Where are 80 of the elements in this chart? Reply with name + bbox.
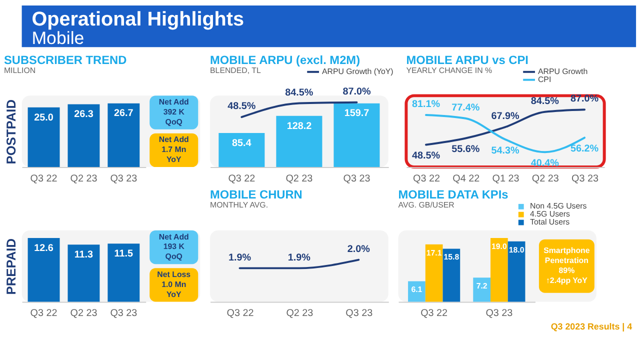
chart-subtitle: MILLION — [4, 66, 36, 75]
bar — [408, 281, 426, 302]
legend-label: ARPU Growth — [538, 66, 588, 76]
chart-title: SUBSCRIBER TREND — [4, 52, 128, 67]
x-tick-label: Q3 22 — [413, 173, 440, 184]
data-label: 15.8 — [444, 252, 460, 262]
data-label: 54.3% — [491, 145, 520, 156]
data-label: 84.5% — [285, 87, 314, 98]
chart-title: MOBILE ARPU vs CPI — [406, 52, 528, 67]
y-axis-title: POSTPAID — [3, 99, 18, 164]
legend-label: ARPU Growth (YoY) — [322, 66, 394, 76]
x-tick-label: Q3 23 — [110, 308, 138, 320]
data-label: 26.7 — [114, 108, 134, 120]
data-label: 7.2 — [476, 282, 488, 291]
x-tick-label: Q3 22 — [228, 173, 256, 184]
data-label: 19.0 — [491, 242, 508, 251]
data-label: 84.5% — [530, 96, 560, 107]
bar — [508, 241, 526, 302]
chart-subtitle: AVG. GB/USER — [398, 200, 455, 210]
chart-subtitle: YEARLY CHANGE IN % — [406, 66, 492, 75]
x-tick-label: Q2 23 — [286, 173, 314, 184]
chart-title: MOBILE ARPU (excl. M2M) — [210, 52, 360, 67]
data-label: 11.3 — [74, 250, 94, 261]
data-label: 18.0 — [508, 245, 525, 254]
y-axis-title: PREPAID — [3, 238, 18, 295]
text: Net Add 392 K QoQ — [158, 98, 190, 126]
x-tick-label: Q3 22 — [226, 308, 254, 320]
text: Net Loss 1.0 Mn YoY — [157, 270, 192, 299]
chart-title: MOBILE DATA KPIs — [398, 188, 509, 202]
chart-subtitle: BLENDED, TL — [210, 66, 262, 75]
x-tick-label: Q3 22 — [30, 173, 58, 184]
legend-label: Non 4.5G Users — [530, 202, 587, 211]
chart-title: MOBILE CHURN — [210, 188, 302, 202]
bar — [442, 248, 460, 302]
data-label: 48.5% — [412, 150, 440, 162]
text: Net Add 193 K QoQ — [158, 232, 190, 262]
x-tick-label: Q2 23 — [532, 173, 560, 184]
bar — [473, 278, 490, 302]
x-tick-label: Q3 23 — [346, 308, 374, 320]
data-label: 6.1 — [411, 285, 423, 294]
data-label: 77.4% — [452, 102, 480, 114]
x-tick-label: Q3 23 — [343, 173, 371, 184]
data-label: 12.6 — [34, 242, 54, 254]
x-tick-label: Q3 23 — [486, 308, 514, 320]
text: Q3 2023 Results | 4 — [550, 321, 632, 332]
data-label: 55.6% — [452, 144, 480, 156]
data-label: 67.9% — [491, 111, 520, 122]
legend-label: 4.5G Users — [530, 210, 570, 219]
data-label: 17.1 — [426, 248, 442, 258]
data-label: 1.9% — [288, 252, 311, 264]
chart-subtitle: MONTHLY AVG. — [210, 200, 268, 210]
data-label: 11.5 — [114, 248, 134, 260]
data-label: 128.2 — [286, 120, 312, 132]
data-label: 87.0% — [570, 94, 599, 105]
data-label: 48.5% — [228, 101, 256, 112]
data-label: 81.1% — [412, 99, 440, 110]
data-label: 1.9% — [228, 252, 252, 264]
x-tick-label: Q3 23 — [572, 173, 599, 184]
data-label: 26.3 — [74, 109, 94, 120]
legend-label: CPI — [538, 74, 552, 84]
text: Smartphone Penetration 89% ↑2.4pp YoY — [544, 246, 590, 285]
x-tick-label: Q3 22 — [30, 308, 58, 320]
data-label: 2.0% — [347, 244, 370, 255]
data-label: 25.0 — [34, 112, 54, 124]
x-tick-label: Q2 23 — [286, 308, 314, 320]
x-tick-label: Q3 23 — [110, 173, 138, 184]
x-tick-label: Q1 23 — [492, 173, 520, 184]
data-label: 159.7 — [344, 108, 370, 120]
text: Net Add 1.7 Mn YoY — [158, 135, 190, 164]
data-label: 87.0% — [342, 86, 371, 98]
bar — [490, 238, 508, 302]
data-label: 56.2% — [570, 144, 599, 155]
bar — [425, 244, 443, 302]
legend-label: Total Users — [530, 217, 570, 226]
x-tick-label: Q2 23 — [70, 173, 98, 184]
x-tick-label: Q2 23 — [70, 308, 98, 320]
x-tick-label: Q4 22 — [452, 173, 480, 184]
x-tick-label: Q3 22 — [420, 308, 448, 320]
text: Operational Highlights — [32, 8, 244, 30]
data-label: 85.4 — [232, 138, 252, 149]
